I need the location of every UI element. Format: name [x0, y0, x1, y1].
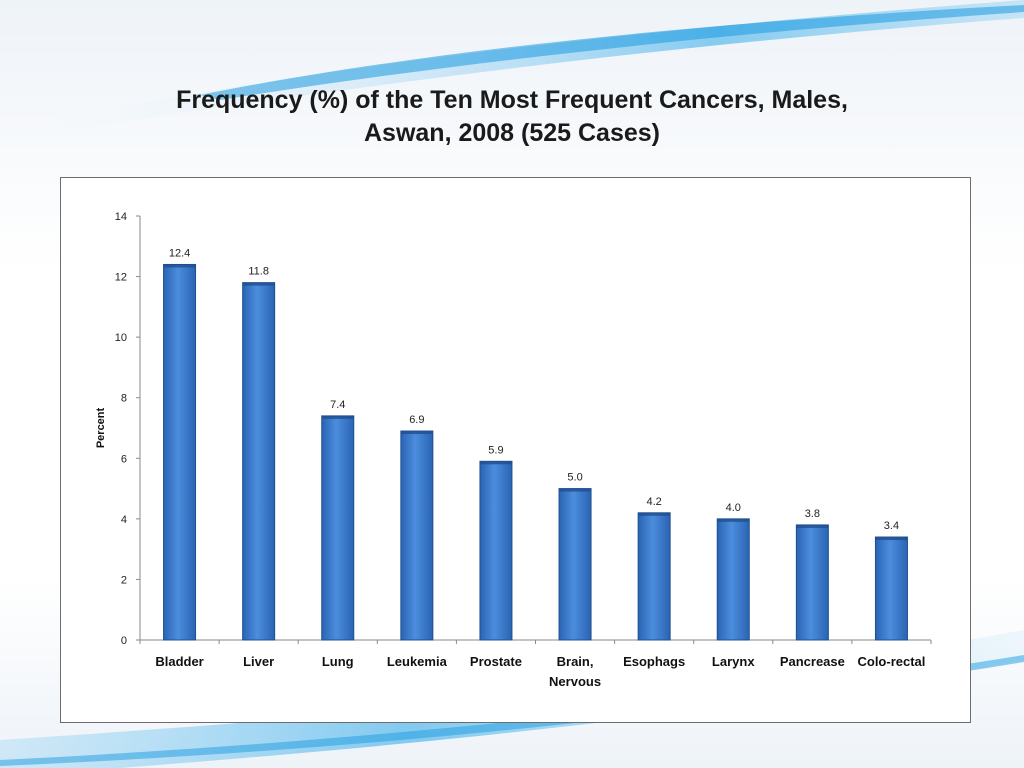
chart-title-line-2: Aswan, 2008 (525 Cases) — [363, 119, 660, 147]
category-label-1: Liver — [243, 654, 274, 669]
bar-7 — [716, 518, 750, 641]
y-tick-label: 4 — [121, 514, 127, 526]
bar-top-edge — [559, 488, 592, 492]
bar-top-edge — [717, 518, 750, 522]
chart-area: 0 2 4 6 8 10 12 14 Percent 12.4 Bladder 11.8 Liver 7.… — [60, 177, 971, 723]
category-label-4: Prostate — [470, 654, 522, 669]
bar-3 — [400, 430, 434, 641]
category-label-3: Leukemia — [387, 654, 448, 669]
y-axis-title: Percent — [95, 407, 107, 448]
bar-top-edge — [479, 461, 512, 465]
category-label-7: Larynx — [712, 654, 755, 669]
bar-top-edge — [400, 431, 433, 435]
bar-6 — [637, 512, 671, 641]
y-tick-label: 14 — [115, 211, 127, 223]
bar-1 — [242, 282, 276, 641]
category-label-9: Colo-rectal — [857, 654, 925, 669]
bar-top-edge — [638, 512, 671, 516]
category-label-5: Brain, — [557, 654, 594, 669]
value-label-9: 3.4 — [884, 520, 899, 532]
value-label-2: 7.4 — [330, 399, 345, 411]
y-tick-label: 6 — [121, 453, 127, 465]
bar-9 — [874, 536, 908, 641]
bar-8 — [795, 524, 829, 641]
value-label-7: 4.0 — [726, 502, 741, 514]
value-label-1: 11.8 — [248, 266, 269, 278]
category-label-5: Nervous — [549, 674, 601, 689]
bar-4 — [479, 460, 513, 641]
bar-top-edge — [321, 415, 354, 419]
bar-2 — [321, 415, 355, 641]
bar-top-edge — [242, 282, 275, 286]
value-label-4: 5.9 — [488, 444, 503, 456]
value-label-6: 4.2 — [647, 496, 662, 508]
y-tick-label: 0 — [121, 635, 127, 647]
value-label-8: 3.8 — [805, 508, 820, 520]
bar-chart: 0 2 4 6 8 10 12 14 Percent 12.4 Bladder 11.8 Liver 7.… — [95, 211, 932, 689]
bar-5 — [558, 488, 592, 641]
value-label-0: 12.4 — [169, 247, 190, 259]
category-label-2: Lung — [322, 654, 354, 669]
category-label-0: Bladder — [155, 654, 203, 669]
chart-title-line-1: Frequency (%) of the Ten Most Frequent C… — [176, 86, 848, 114]
y-tick-label: 10 — [115, 332, 127, 344]
y-tick-label: 12 — [115, 272, 127, 284]
category-label-6: Esophags — [623, 654, 685, 669]
y-tick-label: 2 — [121, 574, 127, 586]
bar-top-edge — [875, 537, 908, 541]
value-label-3: 6.9 — [409, 414, 424, 426]
bar-top-edge — [796, 524, 829, 528]
value-label-5: 5.0 — [567, 472, 582, 484]
category-label-8: Pancrease — [780, 654, 845, 669]
bar-0 — [163, 263, 197, 641]
chart-title: Frequency (%) of the Ten Most Frequent C… — [112, 84, 912, 150]
bar-top-edge — [163, 264, 196, 268]
y-tick-label: 8 — [121, 393, 127, 405]
